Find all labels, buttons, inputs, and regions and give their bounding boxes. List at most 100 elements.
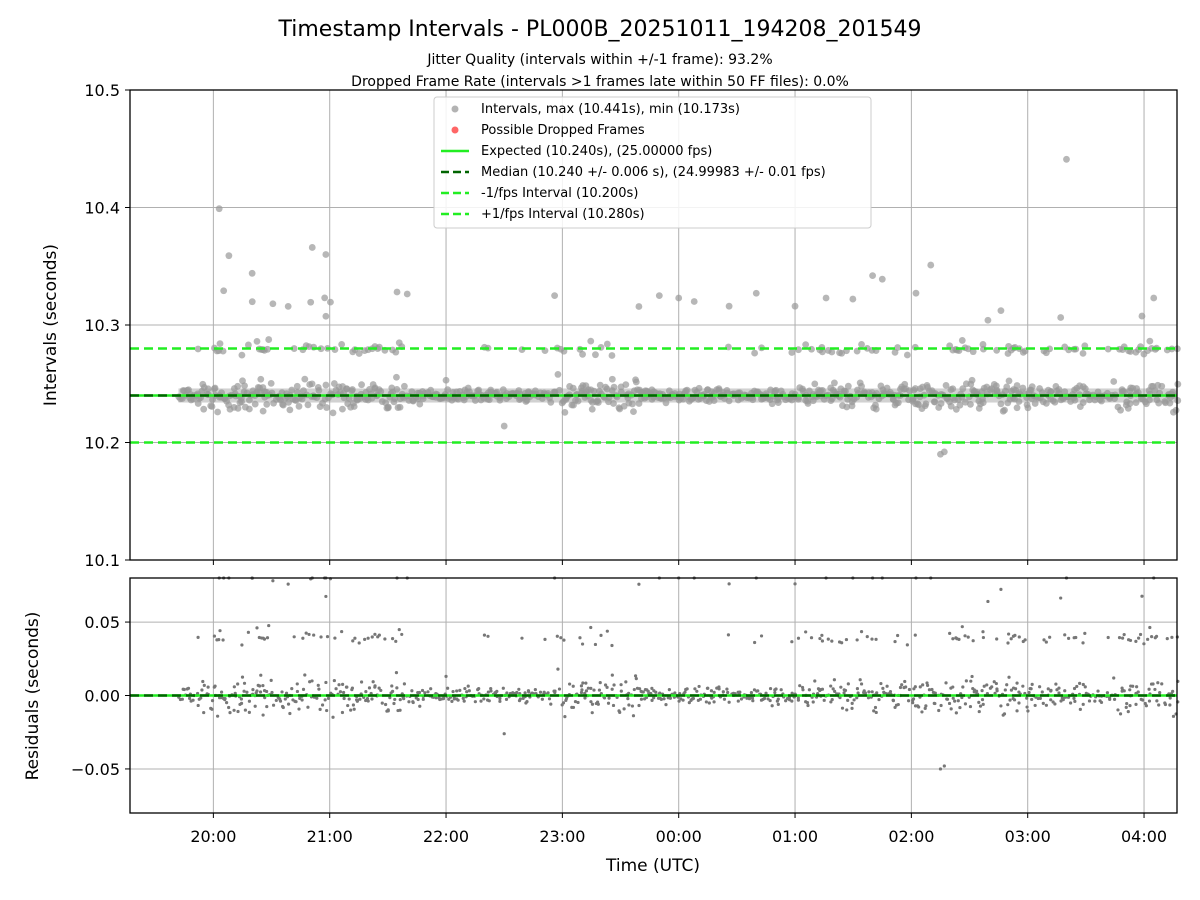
interval-point [551, 292, 559, 300]
residual-point [298, 696, 302, 700]
residual-point [555, 634, 559, 638]
residual-point [1083, 685, 1087, 689]
residual-point [925, 683, 930, 687]
residual-point [331, 715, 335, 719]
residual-point [966, 635, 970, 639]
residual-point [1137, 636, 1141, 640]
interval-point [675, 294, 683, 302]
residual-point [1157, 703, 1161, 707]
residual-point [486, 690, 490, 694]
interval-point [997, 400, 1005, 408]
interval-point [393, 288, 401, 296]
residual-point [1134, 702, 1138, 706]
residual-point [1147, 699, 1152, 703]
residual-point [288, 711, 292, 716]
residual-point [1013, 633, 1017, 637]
residual-point [805, 701, 810, 705]
residual-point [796, 696, 800, 700]
interval-point [622, 381, 630, 389]
residual-point [243, 708, 247, 712]
residual-point [523, 691, 527, 695]
interval-point [959, 385, 967, 393]
residual-point [418, 704, 422, 708]
residual-point [1150, 635, 1154, 639]
residual-point [358, 697, 362, 701]
x-tick-label: 22:00 [423, 827, 469, 846]
residual-point [467, 689, 471, 693]
interval-point [375, 343, 383, 351]
interval-point [295, 402, 303, 410]
residual-point [502, 732, 506, 736]
residual-point [933, 701, 937, 706]
interval-point [288, 386, 296, 394]
residuals-x-ticks: 20:00 21:00 22:00 23:00 00:00 01:00 02:00 03:00… [190, 813, 1167, 846]
interval-point [811, 380, 819, 388]
residual-point [717, 687, 721, 691]
residual-point [800, 685, 805, 690]
residual-point [776, 702, 780, 706]
residual-point [924, 704, 928, 708]
interval-point [608, 375, 616, 383]
residual-point [685, 687, 689, 691]
residual-point [939, 703, 943, 708]
interval-point [869, 272, 876, 280]
residual-point [476, 687, 480, 692]
residual-point [1023, 638, 1027, 642]
residual-point [458, 688, 462, 693]
x-tick-label: 00:00 [656, 827, 702, 846]
interval-point [635, 303, 643, 310]
residual-point [377, 633, 381, 637]
interval-point [290, 345, 298, 352]
interval-point [238, 398, 245, 406]
interval-point [358, 381, 365, 389]
interval-point [1146, 337, 1154, 345]
residual-point [712, 700, 716, 704]
residual-point [596, 702, 600, 706]
residual-point [324, 680, 328, 685]
residual-point [944, 681, 948, 685]
interval-point [1158, 382, 1166, 390]
residual-point [683, 690, 687, 694]
residual-point [774, 687, 778, 691]
residual-point [482, 697, 486, 701]
interval-point [791, 302, 799, 310]
residual-point [586, 686, 590, 690]
residual-point [1007, 675, 1011, 679]
interval-point [204, 385, 212, 393]
interval-point [253, 337, 261, 345]
residual-point [225, 701, 229, 705]
residual-point [790, 699, 794, 703]
residual-point [652, 696, 656, 700]
residual-point [262, 637, 267, 641]
residual-point [546, 691, 550, 695]
residual-point [1140, 594, 1144, 598]
residual-point [721, 690, 725, 694]
residual-point [583, 691, 587, 695]
residual-point [749, 691, 754, 695]
residual-point [954, 711, 958, 715]
residual-point [1027, 690, 1031, 695]
residual-point [350, 688, 354, 692]
residual-point [634, 677, 638, 681]
residual-point [695, 689, 699, 693]
interval-point [263, 400, 271, 408]
residual-point [553, 689, 557, 693]
residual-point [907, 687, 912, 692]
residual-point [610, 687, 614, 691]
residual-point [391, 689, 395, 693]
interval-point [216, 340, 224, 348]
residual-point [855, 686, 860, 691]
residual-point [393, 697, 397, 702]
residual-point [755, 689, 759, 693]
residual-point [232, 708, 236, 712]
residual-point [504, 697, 509, 701]
residual-point [633, 674, 638, 678]
interval-point [348, 387, 356, 395]
residual-point [219, 690, 224, 694]
residual-point [963, 634, 967, 638]
residual-point [319, 635, 323, 639]
residual-point [446, 686, 450, 690]
residual-point [605, 685, 609, 689]
residual-point [1074, 635, 1078, 640]
residual-point [340, 710, 345, 715]
